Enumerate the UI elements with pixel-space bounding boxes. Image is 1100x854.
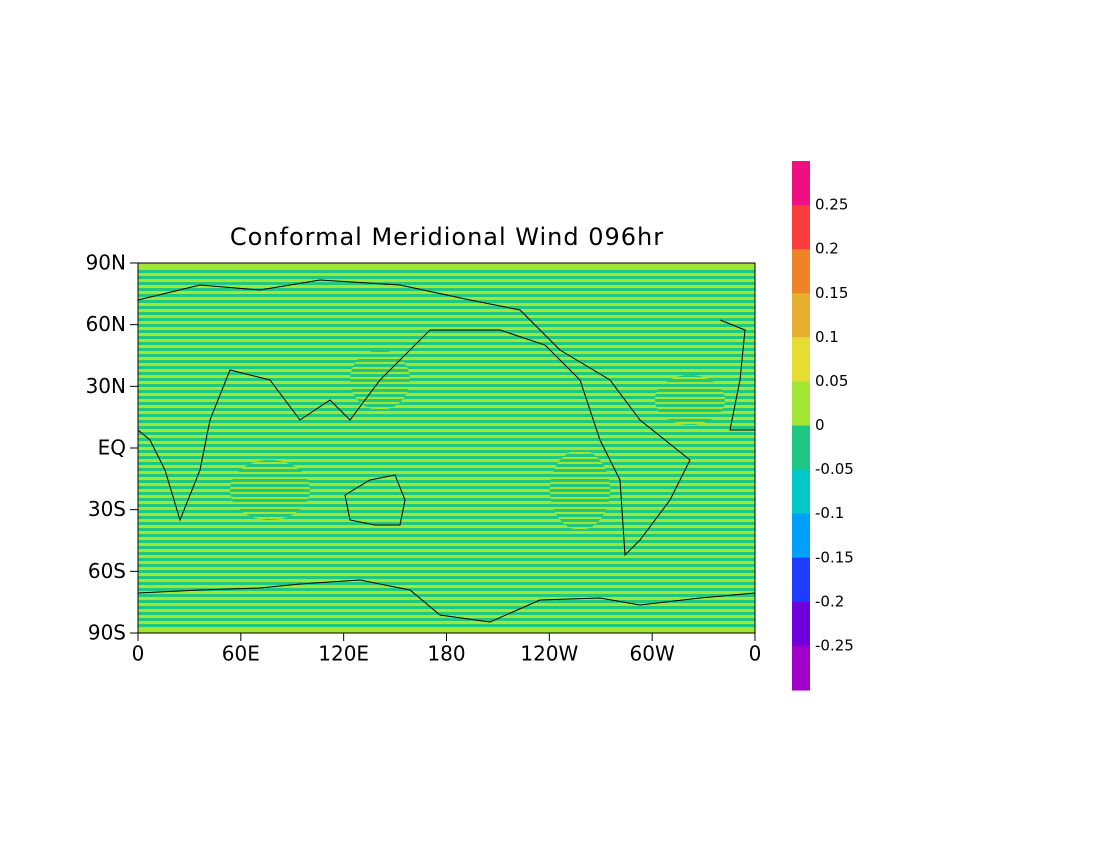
lat-tick-label: 60S: [88, 559, 126, 583]
colorbar-label: 0: [815, 416, 825, 434]
colorbar-box: [792, 601, 810, 647]
lon-tick-label: 180: [427, 642, 465, 666]
colorbar-label: -0.1: [815, 504, 844, 522]
colorbar-box: [792, 249, 810, 294]
lon-tick-label: 0: [749, 642, 762, 666]
colorbar-box: [792, 557, 810, 603]
colorbar-box: [792, 513, 810, 559]
colorbar-box: [792, 161, 810, 206]
map-title: Conformal Meridional Wind 096hr: [230, 223, 664, 251]
colorbar-box: [792, 381, 810, 426]
colorbar-label: 0.15: [815, 284, 848, 302]
colorbar-box: [792, 205, 810, 250]
colorbar-label: 0.25: [815, 196, 848, 214]
colorbar-label: 0.1: [815, 328, 839, 346]
lat-tick-label: 30S: [88, 497, 126, 521]
colorbar-label: 0.2: [815, 240, 839, 258]
colorbar-box: [792, 469, 810, 515]
lat-tick-label: 60N: [86, 312, 126, 336]
lat-tick-label: EQ: [98, 436, 126, 460]
lon-tick-label: 60W: [630, 642, 675, 666]
colorbar-box: [792, 293, 810, 338]
field: [138, 263, 755, 633]
colorbar-label: -0.15: [815, 548, 854, 566]
lon-tick-label: 0: [132, 642, 145, 666]
lat-tick-label: 90N: [86, 251, 126, 275]
colorbar-label: -0.2: [815, 592, 844, 610]
colorbar-box: [792, 425, 810, 471]
colorbar-box: [792, 337, 810, 382]
colorbar-label: 0.05: [815, 372, 848, 390]
lon-tick-label: 120W: [520, 642, 578, 666]
colorbar-label: -0.05: [815, 460, 854, 478]
lat-tick-label: 90S: [88, 621, 126, 645]
colorbar-box: [792, 645, 810, 691]
coastlines: [137, 279, 756, 623]
colorbar: 0.25 0.2 0.15 0.1 0.05 0 -0.05 -0.1 -0.15 -0.2 -0.…: [792, 161, 854, 691]
lon-tick-label: 60E: [222, 642, 260, 666]
colorbar-label: -0.25: [815, 636, 854, 654]
lat-tick-label: 30N: [86, 374, 126, 398]
lon-tick-label: 120E: [318, 642, 369, 666]
